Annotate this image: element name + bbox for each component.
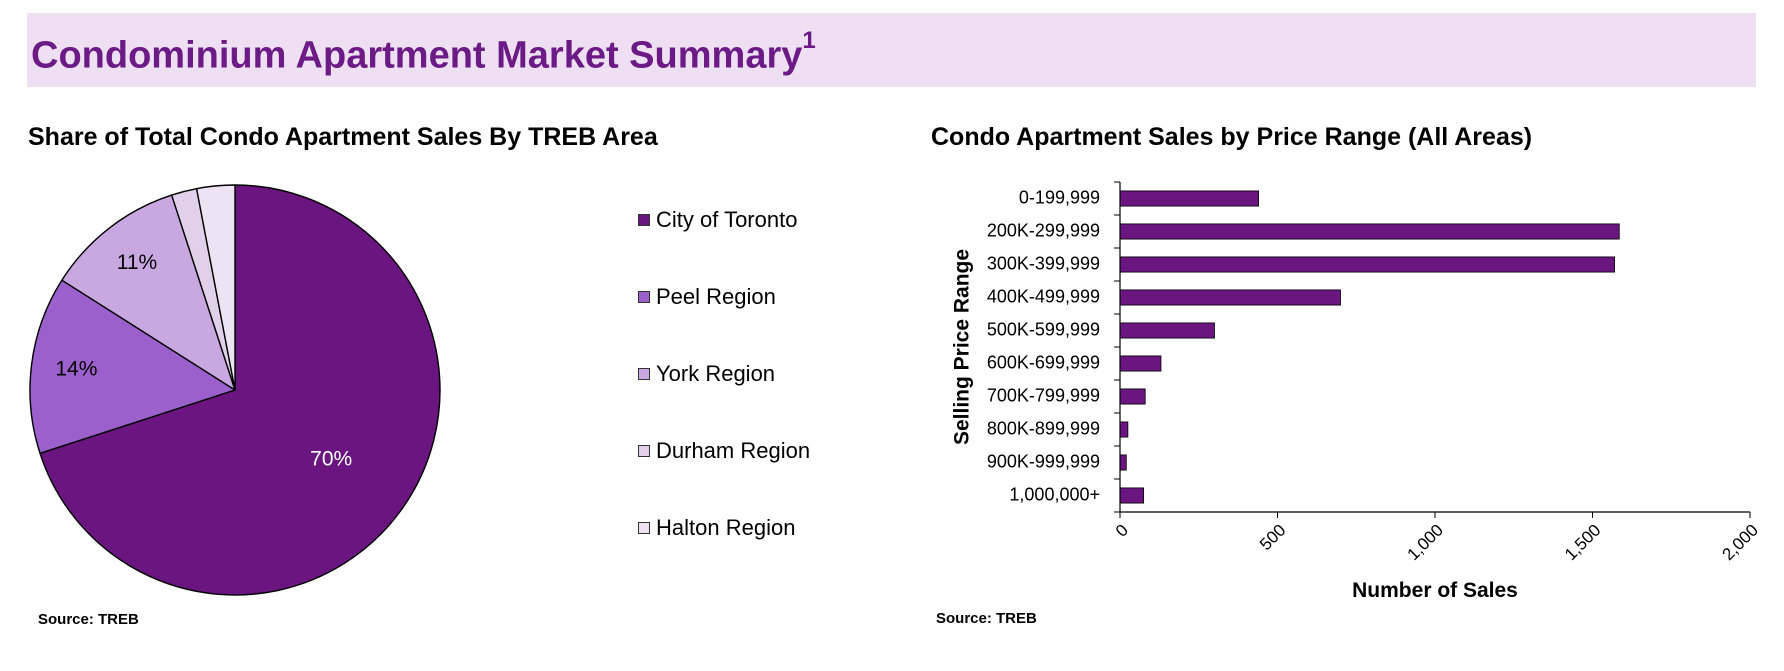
legend-item-durham-region: Durham Region: [638, 437, 810, 465]
y-tick-label: 900K-999,999: [987, 451, 1100, 471]
legend-swatch: [638, 368, 650, 380]
pie-chart: 70% 14% 11%: [29, 184, 441, 596]
pie-source-note: Source: TREB: [38, 611, 139, 628]
legend-label: City of Toronto: [656, 207, 798, 232]
pie-slice-york-region: [61, 194, 236, 391]
y-tick-label: 0-199,999: [1019, 187, 1100, 207]
legend-label: Peel Region: [656, 284, 776, 309]
header-banner: Condominium Apartment Market Summary1: [27, 13, 1756, 87]
bar-400k-499-999: [1119, 289, 1341, 306]
pie-slice-peel-region: [29, 279, 236, 455]
page-title: Condominium Apartment Market Summary1: [31, 27, 816, 77]
pie-chart-title: Share of Total Condo Apartment Sales By …: [28, 123, 658, 151]
x-tick-label: 500: [1256, 521, 1289, 554]
bar-600k-699-999: [1119, 355, 1162, 372]
legend-item-halton-region: Halton Region: [638, 514, 795, 542]
x-tick-label: 2,000: [1718, 521, 1762, 565]
y-tick-label: 800K-899,999: [987, 418, 1100, 438]
y-tick-label: 400K-499,999: [987, 286, 1100, 306]
bar-1-000-000: [1119, 487, 1145, 504]
bar-700k-799-999: [1119, 388, 1146, 405]
bar-0-199-999: [1119, 190, 1260, 207]
legend-swatch: [638, 522, 650, 534]
bar-200k-299-999: [1119, 223, 1620, 240]
legend-item-city-of-toronto: City of Toronto: [638, 206, 797, 234]
pie-data-label-peel-region: 14%: [55, 358, 97, 381]
bar-source-note: Source: TREB: [936, 610, 1037, 627]
y-tick-label: 1,000,000+: [1009, 484, 1100, 504]
pie-slice-city-of-toronto: [39, 184, 441, 596]
legend-swatch: [638, 445, 650, 457]
x-axis-title: Number of Sales: [1352, 579, 1518, 602]
y-tick-label: 500K-599,999: [987, 319, 1100, 339]
bar-chart: 0-199,999 200K-299,999 300K-399,999 400K-49…: [951, 181, 1762, 602]
bar-300k-399-999: [1119, 256, 1615, 273]
x-tick-label: 1,000: [1403, 521, 1447, 565]
legend-label: Halton Region: [656, 515, 796, 540]
legend-label: York Region: [656, 361, 776, 386]
legend-swatch: [638, 291, 650, 303]
pie-slice-halton-region: [195, 184, 236, 391]
legend-item-york-region: York Region: [638, 360, 775, 388]
y-tick-label: 700K-799,999: [987, 385, 1100, 405]
y-tick-label: 200K-299,999: [987, 220, 1100, 240]
legend-item-peel-region: Peel Region: [638, 283, 776, 311]
bar-chart-title: Condo Apartment Sales by Price Range (Al…: [931, 123, 1533, 151]
pie-data-label-city-of-toronto: 70%: [310, 447, 352, 470]
x-tick-label: 1,500: [1561, 521, 1605, 565]
bar-800k-899-999: [1119, 421, 1129, 438]
legend-swatch: [638, 214, 650, 226]
legend-label: Durham Region: [656, 438, 811, 463]
x-tick-label: 0: [1112, 521, 1132, 541]
title-footnote-marker: 1: [802, 27, 816, 54]
bar-900k-999-999: [1119, 454, 1127, 471]
y-tick-label: 300K-399,999: [987, 253, 1100, 273]
y-tick-label: 600K-699,999: [987, 352, 1100, 372]
y-axis-title: Selling Price Range: [951, 249, 974, 445]
bar-500k-599-999: [1119, 322, 1215, 339]
pie-data-label-york-region: 11%: [117, 251, 157, 274]
